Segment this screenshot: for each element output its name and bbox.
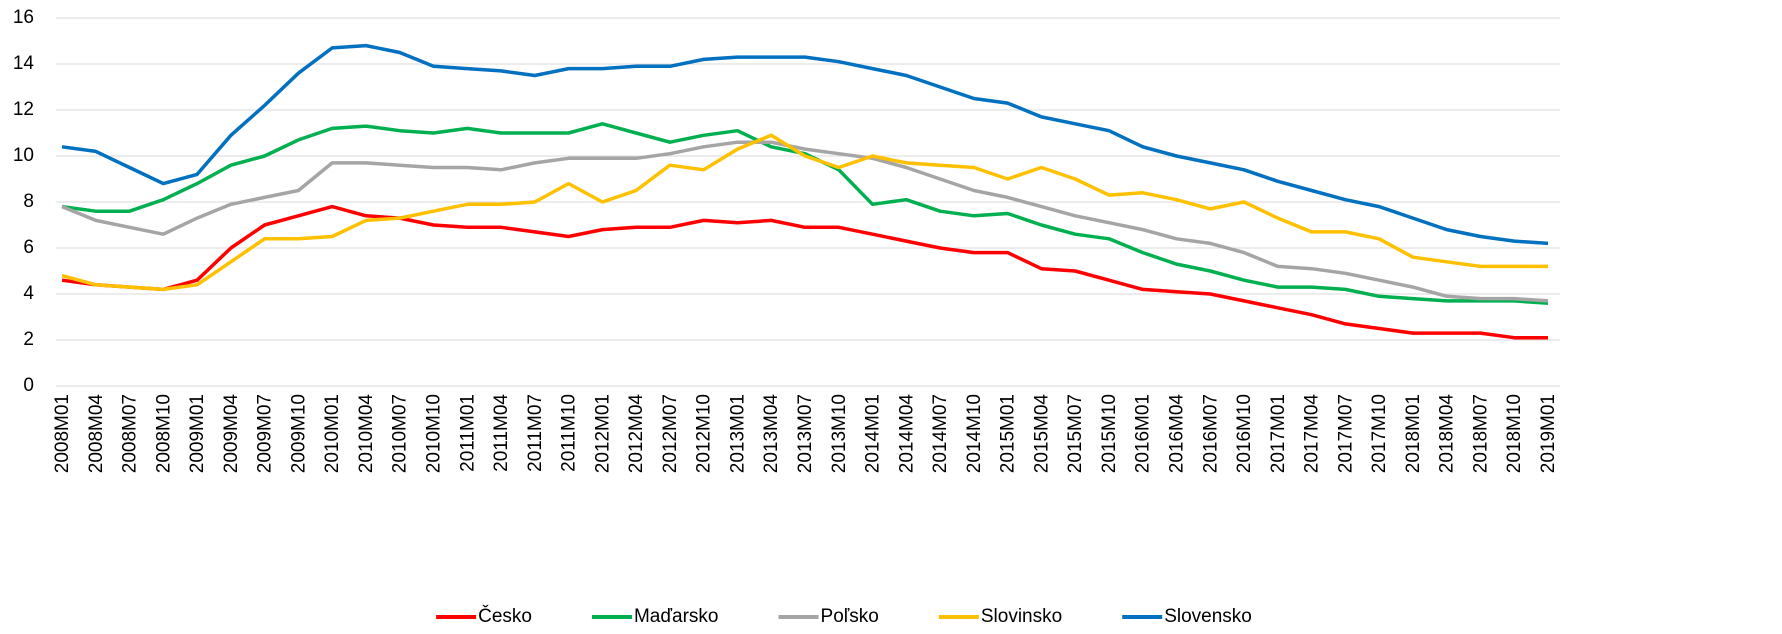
y-tick-label: 6 xyxy=(23,237,34,258)
x-tick-label: 2008M04 xyxy=(86,394,107,474)
y-tick-label: 0 xyxy=(23,375,34,396)
x-tick-label: 2014M04 xyxy=(896,394,917,474)
x-tick-label: 2010M01 xyxy=(322,394,343,473)
x-tick-label: 2010M10 xyxy=(424,394,445,473)
y-tick-label: 4 xyxy=(23,283,34,304)
series-line xyxy=(61,133,1548,292)
y-tick-label: 2 xyxy=(23,329,34,350)
y-tick-label: 10 xyxy=(13,145,34,166)
x-tick-label: 2011M07 xyxy=(525,394,546,472)
x-tick-label: 2016M01 xyxy=(1133,394,1154,473)
x-tick-label: 2015M07 xyxy=(1065,394,1086,473)
x-tick-label: 2009M04 xyxy=(221,394,242,474)
x-tick-label: 2017M10 xyxy=(1369,394,1390,473)
x-tick-label: 2013M01 xyxy=(727,394,748,473)
x-tick-label: 2019M01 xyxy=(1538,394,1559,473)
x-tick-label: 2014M01 xyxy=(863,394,884,473)
x-tick-label: 2014M07 xyxy=(930,394,951,473)
x-tick-label: 2012M07 xyxy=(660,394,681,473)
x-tick-label: 2017M04 xyxy=(1302,394,1323,474)
x-tick-label: 2008M01 xyxy=(52,394,73,473)
y-tick-label: 8 xyxy=(23,191,34,212)
legend-label: Poľsko xyxy=(821,606,879,627)
y-tick-label: 14 xyxy=(13,53,35,74)
x-tick-label: 2018M01 xyxy=(1403,394,1424,473)
series-line xyxy=(61,204,1548,340)
x-tick-label: 2018M10 xyxy=(1504,394,1525,473)
x-tick-label: 2012M10 xyxy=(694,394,715,473)
x-tick-label: 2011M10 xyxy=(559,394,580,472)
legend-label: Slovensko xyxy=(1164,606,1252,627)
x-tick-label: 2011M04 xyxy=(491,394,512,472)
x-tick-label: 2008M10 xyxy=(153,394,174,473)
legend: Česko Maďarsko Poľsko Slovinsko Slovensko xyxy=(436,605,1252,627)
x-tick-label: 2010M07 xyxy=(390,394,411,473)
x-tick-label: 2014M10 xyxy=(964,394,985,473)
x-tick-label: 2013M04 xyxy=(761,394,782,474)
x-tick-label: 2012M01 xyxy=(592,394,613,473)
x-tick-label: 2017M07 xyxy=(1335,394,1356,473)
legend-label: Slovinsko xyxy=(981,606,1062,627)
x-tick-label: 2012M04 xyxy=(626,394,647,474)
x-tick-label: 2016M04 xyxy=(1167,394,1188,474)
x-tick-label: 2015M01 xyxy=(998,394,1019,473)
x-tick-label: 2017M01 xyxy=(1268,394,1289,473)
x-tick-label: 2015M10 xyxy=(1099,394,1120,473)
x-tick-label: 2009M07 xyxy=(255,394,276,473)
x-tick-label: 2013M10 xyxy=(829,394,850,473)
x-tick-label: 2016M07 xyxy=(1200,394,1221,473)
x-tick-label: 2018M07 xyxy=(1470,394,1491,473)
x-tick-label: 2009M01 xyxy=(187,394,208,473)
x-tick-label: 2018M04 xyxy=(1437,394,1458,474)
x-tick-label: 2009M10 xyxy=(288,394,309,473)
x-tick-label: 2016M10 xyxy=(1234,394,1255,473)
series-line xyxy=(61,122,1549,305)
x-tick-label: 2008M07 xyxy=(120,394,141,473)
series-line xyxy=(61,140,1549,303)
x-tick-label: 2015M04 xyxy=(1031,394,1052,474)
legend-label: Maďarsko xyxy=(634,606,719,627)
legend-label: Česko xyxy=(478,605,532,627)
x-tick-label: 2013M07 xyxy=(795,394,816,473)
x-tick-label: 2011M01 xyxy=(457,394,478,472)
series-line xyxy=(61,43,1549,246)
y-tick-label: 12 xyxy=(13,99,34,120)
x-tick-label: 2010M04 xyxy=(356,394,377,474)
y-tick-label: 16 xyxy=(13,7,34,28)
